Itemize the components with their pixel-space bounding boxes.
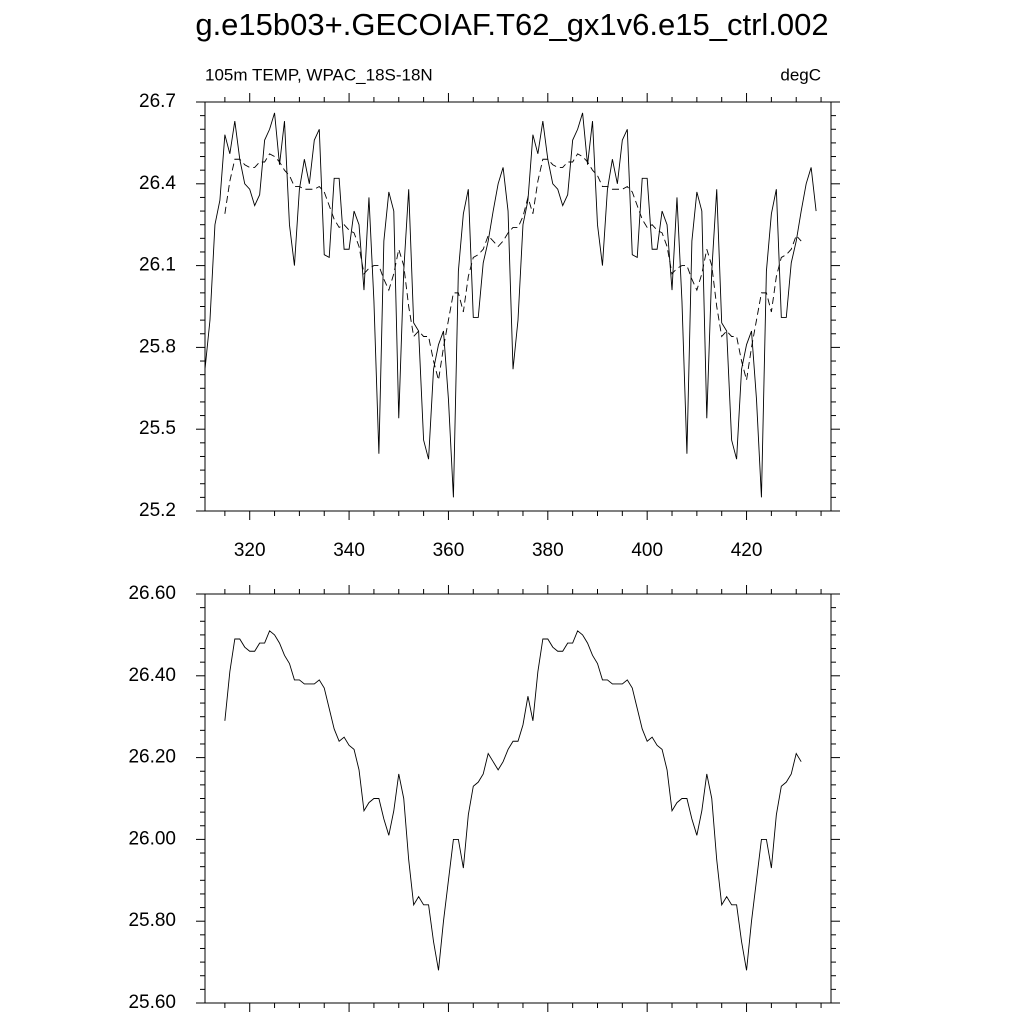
y-tick-label: 25.2 [139, 500, 176, 521]
left-string: 105m TEMP, WPAC_18S-18N [205, 65, 433, 84]
y-tick-label: 25.60 [128, 992, 176, 1013]
y-tick-label: 26.60 [128, 583, 176, 604]
solid-line [224, 630, 802, 971]
y-tick-label: 26.20 [128, 747, 176, 768]
y-tick-label: 25.8 [139, 336, 176, 357]
y-tick-label: 26.7 [139, 91, 176, 112]
x-tick-label: 420 [731, 540, 763, 561]
y-tick-label: 26.40 [128, 665, 176, 686]
y-tick-label: 25.80 [128, 910, 176, 931]
plot-frame [204, 593, 832, 1004]
dashed-line [224, 153, 802, 381]
x-tick-label: 340 [333, 540, 365, 561]
solid-line [204, 112, 817, 498]
x-tick-label: 320 [234, 540, 266, 561]
x-tick-label: 360 [433, 540, 465, 561]
x-tick-label: 400 [631, 540, 663, 561]
y-tick-label: 25.5 [139, 418, 176, 439]
y-tick-label: 26.4 [139, 173, 176, 194]
y-tick-label: 26.00 [128, 828, 176, 849]
right-string: degC [780, 65, 821, 84]
y-tick-label: 26.1 [139, 255, 176, 276]
x-tick-label: 380 [532, 540, 564, 561]
figure-title: g.e15b03+.GECOIAF.T62_gx1v6.e15_ctrl.002 [195, 7, 828, 42]
